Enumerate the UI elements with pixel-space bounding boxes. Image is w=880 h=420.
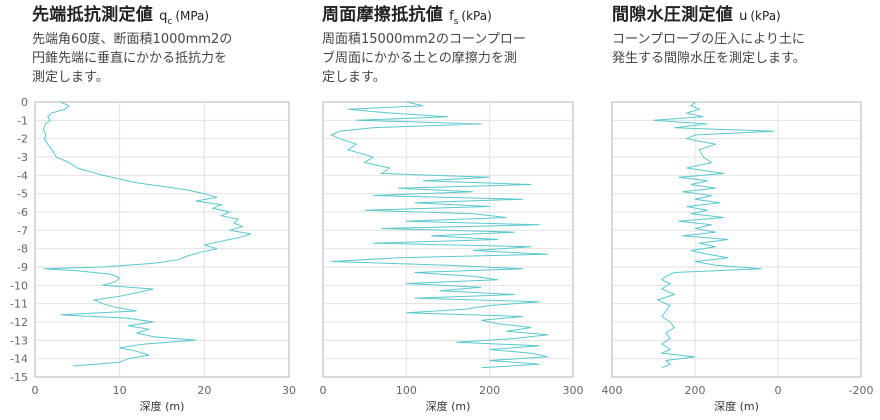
x-tick-label: 20 — [197, 384, 211, 397]
y-tick-label: -15 — [10, 371, 28, 384]
description-line: 先端角60度、断面積1000mm2の — [32, 32, 233, 47]
x-axis-title: 深度 (m) — [140, 399, 185, 413]
x-tick-label: 100 — [396, 384, 417, 397]
chart-title: 先端抵抗測定値 — [32, 5, 154, 25]
x-tick-label: 0 — [775, 384, 782, 397]
y-tick-label: -13 — [10, 334, 28, 347]
chart-title: 間隙水圧測定値 — [612, 5, 734, 25]
chart-2: 0 100 200 300 深度 (m) — [320, 101, 584, 413]
description-line: 発生する間隙水圧を測定します。 — [612, 51, 806, 66]
x-tick-label: 30 — [282, 384, 296, 397]
series-line — [42, 101, 252, 367]
chart-symbol: f — [449, 9, 454, 24]
x-tick-label: 0 — [320, 384, 327, 397]
y-tick-label: -12 — [10, 316, 28, 329]
y-tick-label: -2 — [17, 133, 28, 146]
x-axis-title: 深度 (m) — [714, 399, 759, 413]
description-line: コーンプローブの圧入により土に — [612, 32, 805, 47]
plot-frame — [322, 101, 574, 378]
y-tick-label: -11 — [10, 298, 28, 311]
series-line — [330, 101, 549, 369]
chart-3: 400 200 0 -200 深度 (m) — [602, 101, 874, 413]
y-tick-label: -6 — [17, 206, 28, 219]
chart-description: コーンプローブの圧入により土に 発生する間隙水圧を測定します。 — [612, 30, 806, 68]
x-tick-label: 400 — [602, 384, 623, 397]
plot-frame — [611, 101, 862, 378]
y-tick-label: -14 — [10, 353, 28, 366]
y-tick-label: 0 — [21, 96, 28, 109]
description-line: 周面積15000mm2のコーンプロー — [322, 32, 526, 47]
x-tick-label: 200 — [685, 384, 706, 397]
y-tick-label: -1 — [17, 114, 28, 127]
chart-title: 周面摩擦抵抗値 — [322, 5, 444, 25]
y-tick-label: -3 — [17, 151, 28, 164]
description-line: 測定します。 — [32, 70, 109, 85]
chart-symbol-sub: c — [167, 17, 173, 28]
x-tick-label: 0 — [32, 384, 39, 397]
y-tick-label: -4 — [17, 169, 28, 182]
x-tick-label: 200 — [479, 384, 500, 397]
chart-description: 先端角60度、断面積1000mm2の 円錐先端に垂直にかかる抵抗力を 測定します… — [32, 30, 232, 87]
y-tick-label: -8 — [17, 243, 28, 256]
x-axis-title: 深度 (m) — [426, 399, 471, 413]
chart-unit: (kPa) — [461, 9, 492, 23]
series-line — [653, 101, 774, 369]
y-tick-label: -7 — [17, 224, 28, 237]
y-tick-label: -5 — [17, 188, 28, 201]
chart-symbol: q — [159, 9, 168, 24]
y-tick-label: -9 — [17, 261, 28, 274]
description-line: ブ周面にかかる土との摩擦力を測 — [322, 51, 517, 66]
description-line: 円錐先端に垂直にかかる抵抗力を — [32, 51, 228, 66]
x-tick-label: 300 — [563, 384, 584, 397]
plot-frame — [34, 101, 290, 378]
chart-unit: (MPa) — [175, 9, 210, 23]
x-tick-label: 10 — [113, 384, 127, 397]
chart-description: 周面積15000mm2のコーンプロー ブ周面にかかる土との摩擦力を測 定します。 — [322, 30, 526, 87]
chart-unit: (kPa) — [750, 9, 781, 23]
chart-symbol-sub: s — [453, 17, 459, 28]
description-line: 定します。 — [322, 70, 386, 85]
chart-1: 0 10 20 30 0 -1 -2 -3 -4 -5 -6 -7 -8 -9 -10 -11 -12 -13 -1… — [10, 96, 296, 413]
x-tick-label: -200 — [849, 384, 874, 397]
y-tick-label: -10 — [10, 279, 28, 292]
chart-symbol: u — [739, 9, 748, 24]
